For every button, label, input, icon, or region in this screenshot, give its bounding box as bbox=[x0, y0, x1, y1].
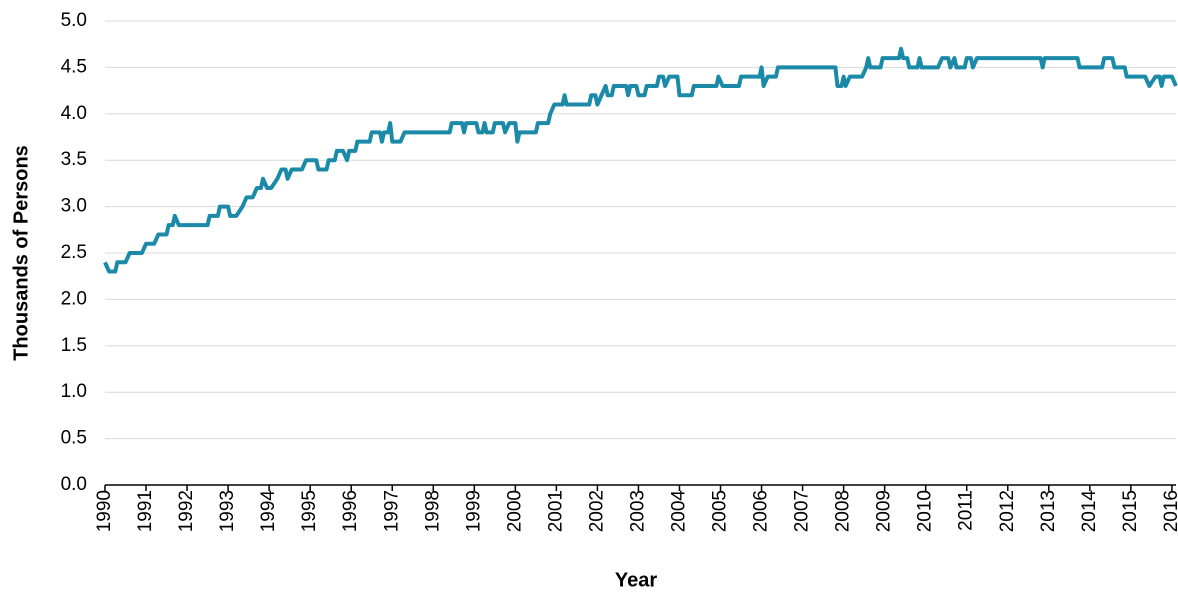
y-tick-label: 2.0 bbox=[61, 288, 87, 309]
x-tick-label: 1996 bbox=[340, 490, 361, 532]
x-tick-label: 1993 bbox=[217, 490, 238, 532]
y-tick-label: 0.5 bbox=[61, 428, 87, 449]
x-tick-label: 2014 bbox=[1079, 490, 1100, 533]
y-tick-label: 3.5 bbox=[61, 149, 87, 170]
x-tick-label: 1997 bbox=[381, 490, 402, 532]
y-tick-label: 2.5 bbox=[61, 242, 87, 263]
x-tick-label: 1990 bbox=[94, 490, 115, 532]
x-tick-label: 2011 bbox=[956, 490, 977, 531]
x-tick-label: 1991 bbox=[135, 490, 156, 532]
x-tick-label: 2009 bbox=[874, 490, 895, 532]
x-tick-label: 2005 bbox=[710, 490, 731, 532]
x-tick-label: 1994 bbox=[258, 490, 279, 533]
y-tick-label: 0.0 bbox=[61, 474, 87, 495]
x-tick-label: 2002 bbox=[586, 490, 607, 532]
x-tick-label: 2003 bbox=[627, 490, 648, 532]
x-tick-label: 2012 bbox=[997, 490, 1018, 532]
x-tick-label: 1998 bbox=[422, 490, 443, 532]
x-tick-label: 2010 bbox=[915, 490, 936, 532]
y-tick-label: 5.0 bbox=[61, 10, 87, 31]
x-tick-label: 2008 bbox=[833, 490, 854, 532]
y-tick-label: 1.5 bbox=[61, 335, 87, 356]
y-tick-label: 3.0 bbox=[61, 196, 87, 217]
x-tick-label: 2013 bbox=[1038, 490, 1059, 532]
data-line bbox=[103, 46, 1178, 274]
y-tick-label: 1.0 bbox=[61, 381, 87, 402]
x-tick-label: 1992 bbox=[176, 490, 197, 532]
y-axis-title: Thousands of Persons bbox=[10, 145, 32, 361]
x-tick-label: 2006 bbox=[751, 490, 772, 532]
y-tick-label: 4.0 bbox=[61, 103, 87, 124]
x-tick-label: 2000 bbox=[504, 490, 525, 532]
x-axis-title: Year bbox=[615, 569, 657, 591]
x-tick-label: 2007 bbox=[792, 490, 813, 532]
x-tick-label: 2001 bbox=[545, 490, 566, 532]
x-tick-label: 1999 bbox=[463, 490, 484, 532]
x-tick-label: 2015 bbox=[1120, 490, 1141, 532]
y-tick-label: 4.5 bbox=[61, 56, 87, 77]
x-tick-label: 2016 bbox=[1161, 490, 1178, 532]
x-tick-label: 2004 bbox=[668, 490, 689, 533]
x-tick-label: 1995 bbox=[299, 490, 320, 532]
